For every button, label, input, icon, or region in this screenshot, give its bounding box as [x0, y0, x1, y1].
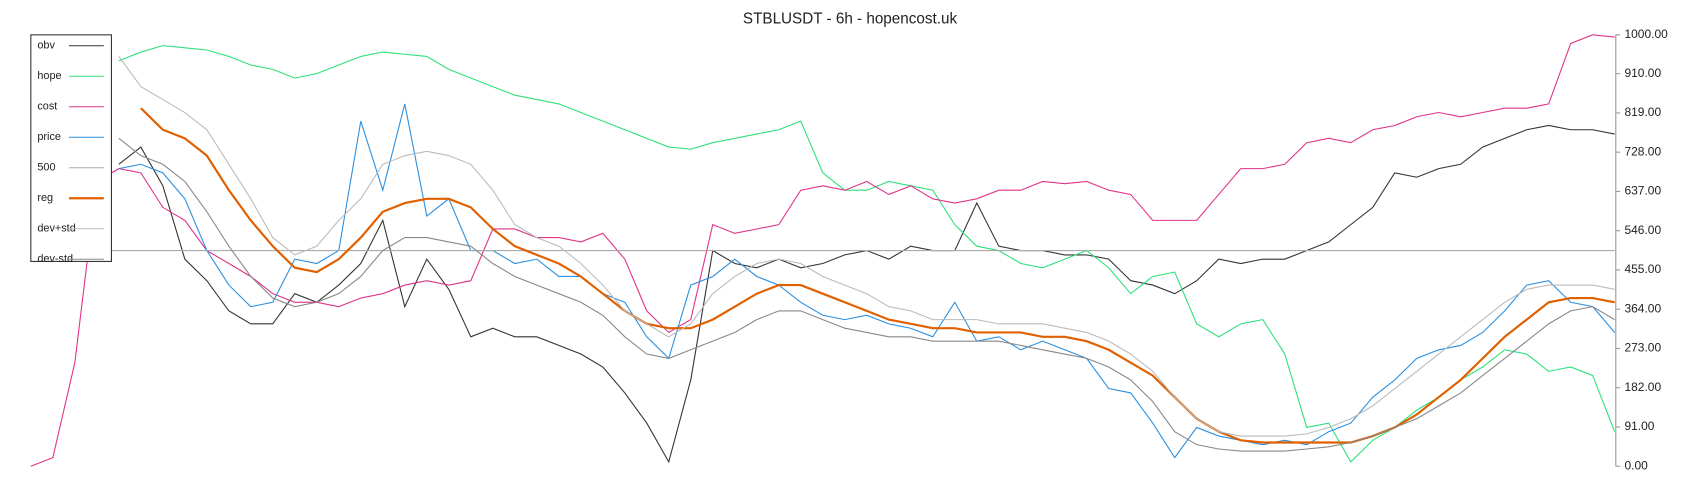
y-tick-label: 1000.00 — [1625, 27, 1669, 41]
chart-title: STBLUSDT - 6h - hopencost.uk — [743, 11, 958, 28]
y-tick-label: 910.00 — [1625, 66, 1662, 80]
y-tick-label: 91.00 — [1625, 419, 1655, 433]
legend-label: dev+std — [37, 223, 75, 235]
y-tick-label: 364.00 — [1625, 301, 1662, 315]
series-line — [30, 34, 1615, 467]
legend-label: hope — [37, 70, 61, 82]
legend-label: 500 — [37, 162, 55, 174]
legend-box — [30, 34, 112, 262]
legend-label: price — [37, 131, 61, 143]
y-tick-label: 637.00 — [1625, 184, 1662, 198]
series-line — [118, 137, 1615, 452]
legend-label: cost — [37, 101, 57, 113]
legend-label: dev-std — [37, 253, 73, 265]
y-tick-label: 728.00 — [1625, 144, 1662, 158]
y-tick-label: 455.00 — [1625, 262, 1662, 276]
y-tick-label: 819.00 — [1625, 105, 1662, 119]
series-line — [118, 103, 1616, 459]
series-line — [118, 45, 1616, 463]
y-tick-label: 182.00 — [1625, 380, 1662, 394]
legend-label: reg — [37, 192, 53, 204]
legend: obv hope cost price 500 reg dev+std dev-std — [30, 34, 112, 265]
y-tick-label: 273.00 — [1625, 341, 1662, 355]
series-line — [118, 56, 1615, 437]
y-tick-label: 0.00 — [1625, 458, 1649, 472]
y-tick-label: 546.00 — [1625, 223, 1662, 237]
legend-label: obv — [37, 40, 55, 52]
